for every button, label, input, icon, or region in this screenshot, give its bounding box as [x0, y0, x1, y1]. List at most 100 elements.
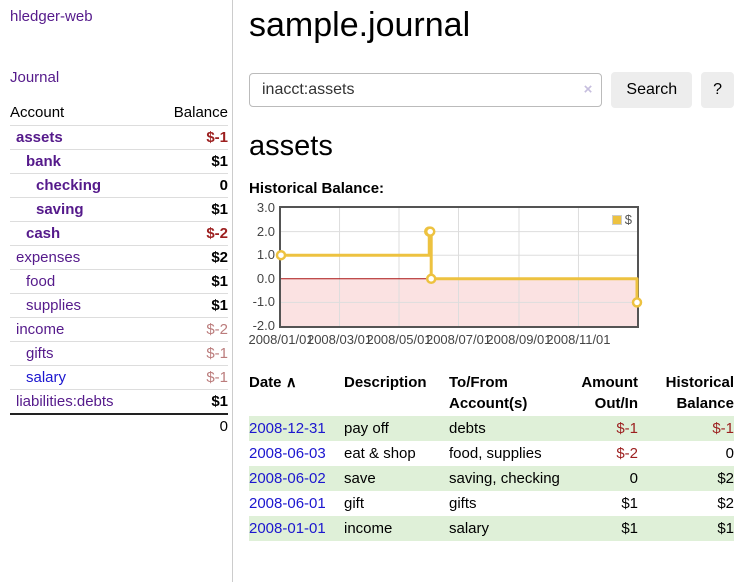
x-tick-label: 2008/09/01	[486, 332, 552, 347]
account-name-cell: expenses	[10, 246, 153, 270]
brand-link[interactable]: hledger-web	[10, 8, 93, 25]
y-tick-label: 1.0	[256, 247, 275, 263]
account-name-cell: bank	[10, 150, 153, 174]
account-link[interactable]: assets	[16, 129, 63, 146]
account-balance: $-2	[206, 225, 228, 242]
app-brand: hledger-web	[0, 0, 232, 25]
account-row: cash $-2	[10, 222, 228, 246]
account-link[interactable]: food	[26, 273, 56, 290]
x-tick-label: 2008/07/01	[425, 332, 492, 347]
account-link[interactable]: supplies	[26, 297, 82, 314]
account-name-cell: supplies	[10, 294, 153, 318]
sidebar-item-journal[interactable]: Journal	[10, 69, 60, 86]
y-tick-label: 0.0	[256, 270, 275, 286]
account-link[interactable]: cash	[26, 225, 61, 242]
account-link[interactable]: checking	[36, 177, 102, 194]
account-row: saving $1	[10, 198, 228, 222]
transaction-date-cell: 2008-06-03	[249, 441, 344, 466]
y-tick-label: 2.0	[256, 223, 275, 239]
account-name-cell: assets	[10, 126, 153, 150]
account-link[interactable]: bank	[26, 153, 62, 170]
account-name-cell: gifts	[10, 342, 153, 366]
transaction-description: pay off	[344, 420, 389, 437]
y-tick-label: -1.0	[252, 294, 275, 310]
account-row: bank $1	[10, 150, 228, 174]
register-header-amount: Amount Out/In	[581, 374, 638, 412]
register-header-date[interactable]: Date ∧	[249, 370, 344, 416]
x-tick-label: 2008/05/01	[366, 332, 432, 347]
transaction-accounts: gifts	[449, 495, 477, 512]
transaction-description: gift	[344, 495, 365, 512]
transaction-row: 2008-06-02 save saving, checking 0 $2	[249, 466, 734, 491]
account-balance: 0	[219, 177, 228, 194]
x-tick-label: 2008/01/01	[248, 332, 314, 347]
account-balance: $1	[211, 393, 228, 410]
legend-swatch-icon	[611, 214, 622, 225]
transaction-accounts: saving, checking	[449, 470, 560, 487]
account-name-cell: checking	[10, 174, 153, 198]
account-balance: $1	[211, 201, 228, 218]
transaction-date-link[interactable]: 2008-06-01	[249, 495, 326, 512]
transaction-amount: $-2	[616, 445, 638, 462]
account-link[interactable]: liabilities:debts	[16, 393, 114, 410]
register-header-description: Description	[344, 374, 427, 391]
transaction-date-cell: 2008-06-02	[249, 466, 344, 491]
account-name-cell: liabilities:debts	[10, 390, 153, 415]
account-link[interactable]: saving	[36, 201, 84, 218]
transaction-date-link[interactable]: 2008-06-03	[249, 445, 326, 462]
account-balance: $1	[211, 297, 228, 314]
register-header-accounts: To/From Account(s)	[449, 374, 528, 412]
account-name-cell: cash	[10, 222, 153, 246]
transaction-balance: 0	[725, 445, 734, 462]
account-link[interactable]: salary	[26, 369, 67, 386]
transaction-amount: $-1	[616, 420, 638, 437]
account-link[interactable]: expenses	[16, 249, 81, 266]
register-header-row: Date ∧ Description To/From Account(s) Am…	[249, 370, 734, 416]
transaction-balance: $2	[717, 495, 734, 512]
account-balance: $-1	[206, 345, 228, 362]
account-heading: assets	[249, 130, 333, 162]
account-row: checking 0	[10, 174, 228, 198]
transaction-balance: $2	[717, 470, 734, 487]
x-tick-label: 2008/11/01	[546, 332, 611, 347]
search-input[interactable]	[249, 73, 603, 107]
accounts-total-row: 0	[10, 414, 228, 438]
account-name-cell: income	[10, 318, 153, 342]
register-table: Date ∧ Description To/From Account(s) Am…	[249, 370, 734, 541]
transaction-date-cell: 2008-12-31	[249, 416, 344, 441]
search-button[interactable]: Search	[611, 72, 693, 108]
account-row: assets $-1	[10, 126, 228, 150]
account-row: expenses $2	[10, 246, 228, 270]
legend-label: $	[624, 212, 632, 227]
account-balance: $1	[211, 273, 228, 290]
account-link[interactable]: gifts	[26, 345, 54, 362]
transaction-date-cell: 2008-01-01	[249, 516, 344, 541]
page-title: sample.journal	[249, 6, 471, 44]
account-link[interactable]: income	[16, 321, 65, 338]
account-name-cell: food	[10, 270, 153, 294]
account-row: income $-2	[10, 318, 228, 342]
account-balance: $1	[211, 153, 228, 170]
transaction-amount: $1	[621, 520, 638, 537]
transaction-description: income	[344, 520, 393, 537]
register-header-balance: Historical Balance	[665, 374, 734, 412]
account-name-cell: salary	[10, 366, 153, 390]
search-box: ×	[249, 73, 603, 107]
y-tick-label: 3.0	[256, 200, 275, 215]
accounts-header-balance: Balance	[173, 104, 228, 121]
clear-search-icon[interactable]: ×	[583, 81, 593, 98]
transaction-date-link[interactable]: 2008-12-31	[249, 420, 326, 437]
accounts-total-spacer	[10, 414, 153, 438]
transaction-amount: 0	[629, 470, 638, 487]
transaction-accounts: food, supplies	[449, 445, 542, 462]
transaction-date-link[interactable]: 2008-06-02	[249, 470, 326, 487]
help-button[interactable]: ?	[701, 72, 734, 108]
transaction-balance: $1	[717, 520, 734, 537]
register-header-date-label: Date	[249, 374, 282, 391]
account-row: salary $-1	[10, 366, 228, 390]
chart-title: Historical Balance:	[249, 180, 385, 197]
transaction-description: eat & shop	[344, 445, 416, 462]
account-balance: $-1	[206, 369, 228, 386]
accounts-header-account: Account	[10, 104, 65, 121]
transaction-date-link[interactable]: 2008-01-01	[249, 520, 326, 537]
